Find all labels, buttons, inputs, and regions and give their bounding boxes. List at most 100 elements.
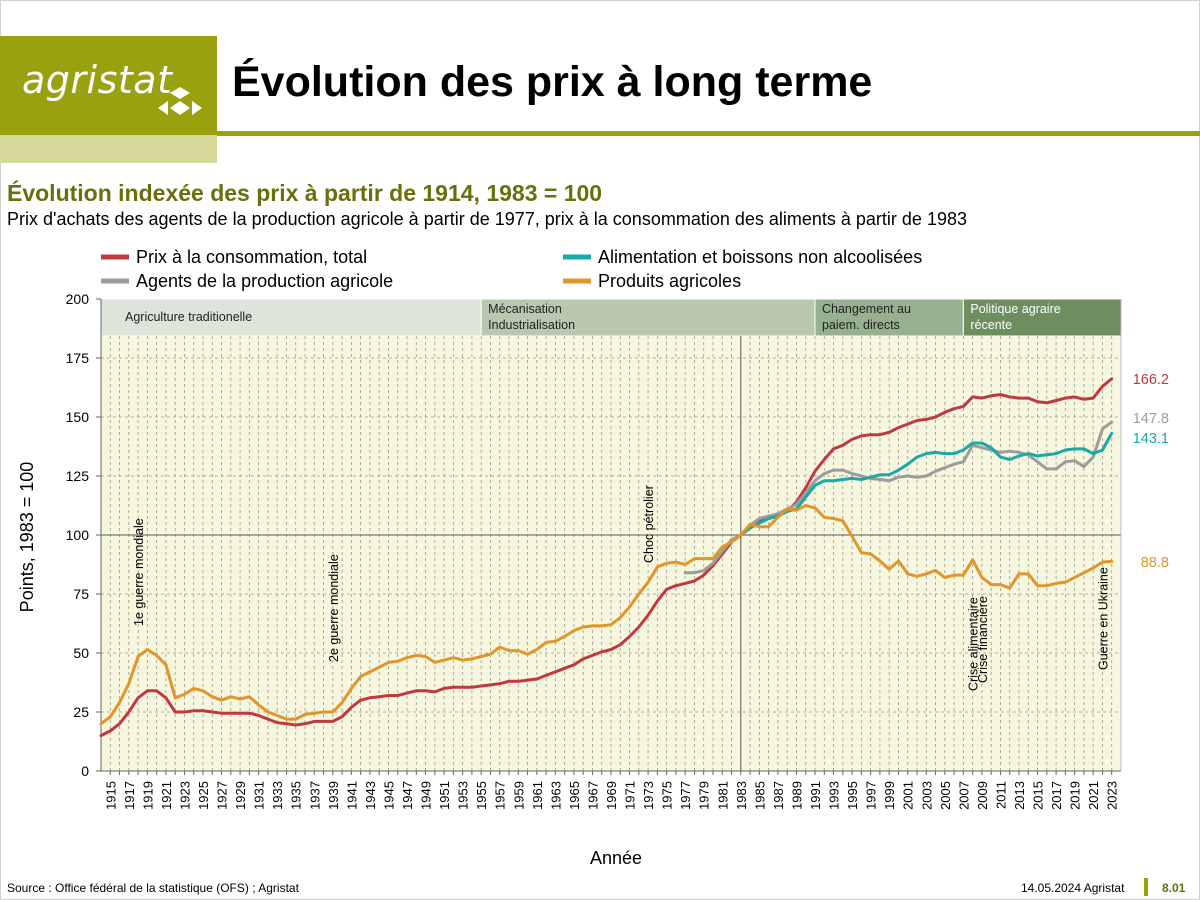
x-tick-label: 1933	[270, 781, 285, 810]
series-end-label: 143.1	[1133, 431, 1169, 447]
period-label: Industrialisation	[488, 318, 575, 332]
x-tick-label: 1923	[177, 781, 192, 810]
series-line	[99, 377, 1114, 738]
x-tick-label: 1941	[344, 781, 359, 810]
y-tick-label: 75	[73, 586, 89, 602]
x-tick-label: 2009	[975, 781, 990, 810]
x-tick-label: 2023	[1105, 781, 1120, 810]
period-label: paiem. directs	[822, 318, 900, 332]
legend-label: Prix à la consommation, total	[136, 247, 367, 267]
x-tick-label: 1947	[400, 781, 415, 810]
x-tick-label: 1989	[789, 781, 804, 810]
x-tick-label: 1987	[771, 781, 786, 810]
x-tick-label: 1929	[233, 781, 248, 810]
x-tick-label: 2001	[901, 781, 916, 810]
y-tick-label: 175	[66, 350, 90, 366]
footer-date: 14.05.2024 Agristat	[1021, 881, 1125, 895]
period-label: Mécanisation	[488, 302, 562, 316]
x-tick-label: 1975	[660, 781, 675, 810]
x-tick-label: 2019	[1068, 781, 1083, 810]
x-tick-label: 1937	[307, 781, 322, 810]
period-label: récente	[970, 318, 1012, 332]
x-axis-title: Année	[590, 848, 642, 868]
x-tick-label: 1997	[864, 781, 879, 810]
event-annotation: Guerre en Ukraine	[1096, 567, 1110, 670]
x-tick-label: 1991	[808, 781, 823, 810]
period-band	[962, 298, 1122, 337]
x-tick-label: 1955	[474, 781, 489, 810]
y-tick-label: 50	[73, 645, 89, 661]
x-tick-label: 1995	[845, 781, 860, 810]
x-tick-label: 1961	[530, 781, 545, 810]
logo-panel	[0, 36, 217, 135]
x-tick-label: 1925	[196, 781, 211, 810]
chart-subtitle: Prix d'achats des agents de la productio…	[7, 209, 967, 229]
event-annotation: 1e guerre mondiale	[132, 518, 146, 626]
y-tick-label: 125	[66, 468, 90, 484]
x-tick-label: 1943	[363, 781, 378, 810]
footer-divider	[1144, 878, 1148, 896]
header-rule	[217, 131, 1200, 136]
x-tick-label: 1919	[140, 781, 155, 810]
x-tick-label: 2013	[1012, 781, 1027, 810]
x-tick-label: 1931	[252, 781, 267, 810]
x-tick-label: 1981	[715, 781, 730, 810]
x-tick-label: 1945	[381, 781, 396, 810]
x-tick-label: 1977	[678, 781, 693, 810]
x-tick-label: 1985	[752, 781, 767, 810]
x-tick-label: 2011	[993, 781, 1008, 809]
period-band	[480, 298, 816, 337]
period-label: Agriculture traditionelle	[125, 310, 252, 324]
x-tick-label: 2005	[938, 781, 953, 810]
x-tick-label: 2015	[1031, 781, 1046, 810]
y-tick-label: 200	[66, 291, 90, 307]
x-tick-label: 1927	[215, 781, 230, 810]
series-end-label: 88.8	[1141, 555, 1169, 571]
x-tick-label: 1957	[493, 781, 508, 810]
event-annotation: Crise financière	[976, 596, 990, 683]
x-tick-label: 1965	[567, 781, 582, 810]
x-tick-label: 1969	[604, 781, 619, 810]
x-tick-label: 1953	[456, 781, 471, 810]
series-line	[683, 420, 1114, 575]
y-axis-title: Points, 1983 = 100	[17, 462, 37, 613]
logo-arrows-icon	[158, 87, 202, 115]
x-tick-label: 1967	[585, 781, 600, 810]
x-tick-label: 2003	[919, 781, 934, 810]
legend-label: Alimentation et boissons non alcoolisées	[598, 247, 922, 267]
event-annotation: Choc pétrolier	[642, 485, 656, 563]
event-annotation: 2e guerre mondiale	[327, 554, 341, 662]
legend-label: Produits agricoles	[598, 271, 741, 291]
logo-wordmark: agristat	[22, 58, 173, 102]
x-tick-label: 1979	[697, 781, 712, 810]
logo-strip	[0, 135, 217, 163]
period-label: Changement au	[822, 302, 911, 316]
x-tick-label: 2021	[1086, 781, 1101, 810]
y-tick-label: 100	[66, 527, 90, 543]
legend-label: Agents de la production agricole	[136, 271, 393, 291]
event-annotation: Crise alimentaire	[967, 597, 981, 691]
chart-title: Évolution indexée des prix à partir de 1…	[7, 180, 603, 206]
x-tick-label: 1951	[437, 781, 452, 810]
x-tick-label: 1917	[122, 781, 137, 810]
period-band	[100, 298, 482, 337]
x-tick-label: 1971	[623, 781, 638, 810]
x-tick-label: 1993	[827, 781, 842, 810]
x-tick-label: 1983	[734, 781, 749, 810]
series-line	[739, 431, 1114, 537]
x-tick-label: 1935	[289, 781, 304, 810]
x-tick-label: 1973	[641, 781, 656, 810]
series-end-label: 166.2	[1133, 372, 1169, 388]
x-tick-label: 1921	[159, 781, 174, 810]
x-tick-label: 1999	[882, 781, 897, 810]
x-tick-label: 2017	[1049, 781, 1064, 810]
series-end-label: 147.8	[1133, 411, 1169, 427]
x-tick-label: 1949	[419, 781, 434, 810]
x-tick-label: 2007	[956, 781, 971, 810]
x-tick-label: 1959	[511, 781, 526, 810]
period-label: Politique agraire	[970, 302, 1060, 316]
price-index-chart: Agriculture traditionelle Mécanisation Ind…	[17, 247, 1169, 868]
y-tick-label: 150	[66, 409, 90, 425]
y-tick-label: 0	[81, 763, 89, 779]
x-tick-label: 1915	[103, 781, 118, 810]
